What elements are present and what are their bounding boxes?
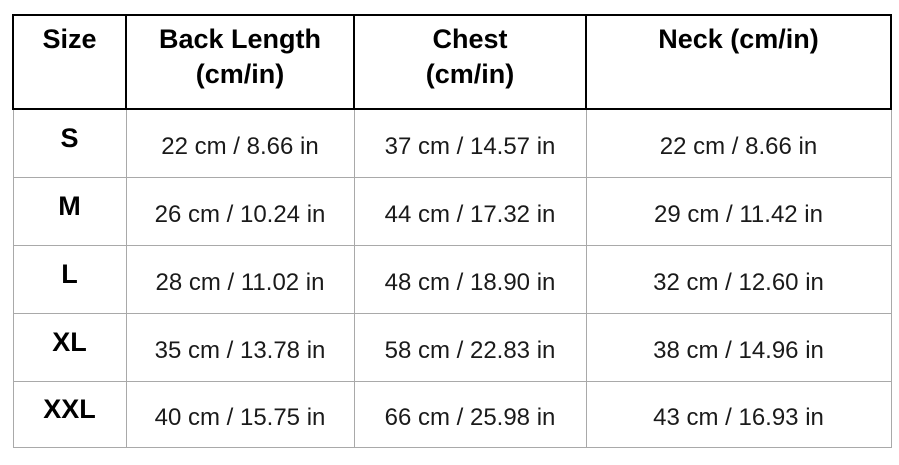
table-row-xxl: XXL 40 cm / 15.75 in 66 cm / 25.98 in 43…	[12, 380, 892, 448]
column-header-chest: Chest (cm/in)	[353, 14, 587, 110]
back-length-cell: 26 cm / 10.24 in	[125, 176, 355, 246]
table-row-xl: XL 35 cm / 13.78 in 58 cm / 22.83 in 38 …	[12, 312, 892, 382]
neck-cell: 38 cm / 14.96 in	[585, 312, 892, 382]
column-header-neck-line1: Neck (cm/in)	[658, 24, 819, 54]
column-header-chest-line2: (cm/in)	[425, 59, 515, 90]
neck-cell: 43 cm / 16.93 in	[585, 380, 892, 448]
table-row-s: S 22 cm / 8.66 in 37 cm / 14.57 in 22 cm…	[12, 108, 892, 178]
back-length-cell: 22 cm / 8.66 in	[125, 108, 355, 178]
neck-cell: 32 cm / 12.60 in	[585, 244, 892, 314]
chest-cell: 58 cm / 22.83 in	[353, 312, 587, 382]
size-chart-table: Size Back Length (cm/in) Chest (cm/in) N…	[12, 14, 892, 448]
back-length-cell: 35 cm / 13.78 in	[125, 312, 355, 382]
size-cell: XL	[12, 312, 127, 382]
back-length-cell: 28 cm / 11.02 in	[125, 244, 355, 314]
size-cell: M	[12, 176, 127, 246]
header-row: Size Back Length (cm/in) Chest (cm/in) N…	[12, 14, 892, 110]
table-row-l: L 28 cm / 11.02 in 48 cm / 18.90 in 32 c…	[12, 244, 892, 314]
column-header-size: Size	[12, 14, 127, 110]
neck-cell: 22 cm / 8.66 in	[585, 108, 892, 178]
chest-cell: 44 cm / 17.32 in	[353, 176, 587, 246]
size-cell: XXL	[12, 380, 127, 448]
chest-cell: 48 cm / 18.90 in	[353, 244, 587, 314]
column-header-back-length: Back Length (cm/in)	[125, 14, 355, 110]
chest-cell: 37 cm / 14.57 in	[353, 108, 587, 178]
column-header-back-length-line2: (cm/in)	[195, 59, 285, 90]
size-cell: L	[12, 244, 127, 314]
table-row-m: M 26 cm / 10.24 in 44 cm / 17.32 in 29 c…	[12, 176, 892, 246]
column-header-chest-line1: Chest	[432, 24, 508, 54]
back-length-cell: 40 cm / 15.75 in	[125, 380, 355, 448]
size-cell: S	[12, 108, 127, 178]
column-header-back-length-line1: Back Length	[158, 24, 322, 54]
neck-cell: 29 cm / 11.42 in	[585, 176, 892, 246]
column-header-size-line1: Size	[42, 24, 97, 54]
chest-cell: 66 cm / 25.98 in	[353, 380, 587, 448]
column-header-neck: Neck (cm/in)	[585, 14, 892, 110]
